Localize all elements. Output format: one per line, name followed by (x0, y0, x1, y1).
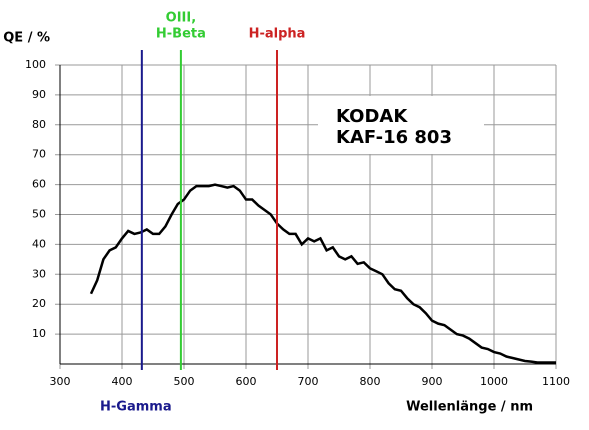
x-axis-label: Wellenlänge / nm (406, 400, 533, 415)
marker-label: H-Gamma (100, 400, 172, 415)
y-tick-label: 20 (32, 297, 46, 310)
x-tick-label: 700 (298, 375, 319, 388)
x-tick-label: 600 (236, 375, 257, 388)
annotation: KODAK (336, 106, 408, 127)
y-axis-label: QE / % (3, 31, 50, 46)
marker-label: H-Beta (156, 27, 206, 42)
x-tick-label: 1100 (542, 375, 570, 388)
x-tick-label: 500 (174, 375, 195, 388)
x-tick-label: 300 (50, 375, 71, 388)
y-tick-label: 90 (32, 88, 46, 101)
y-tick-label: 80 (32, 118, 46, 131)
annotation: KAF-16 803 (336, 127, 452, 148)
y-tick-label: 60 (32, 178, 46, 191)
x-tick-label: 1000 (480, 375, 508, 388)
marker-label: OIII, (166, 11, 197, 26)
annotation-box (318, 96, 484, 154)
y-tick-label: 100 (25, 58, 46, 71)
y-tick-label: 50 (32, 208, 46, 221)
y-tick-label: 70 (32, 148, 46, 161)
marker-label: H-alpha (249, 27, 306, 42)
x-tick-label: 900 (422, 375, 443, 388)
y-tick-label: 40 (32, 237, 46, 250)
x-tick-label: 800 (360, 375, 381, 388)
y-tick-label: 10 (32, 327, 46, 340)
y-tick-label: 30 (32, 267, 46, 280)
data-line (89, 183, 556, 364)
x-tick-label: 400 (112, 375, 133, 388)
